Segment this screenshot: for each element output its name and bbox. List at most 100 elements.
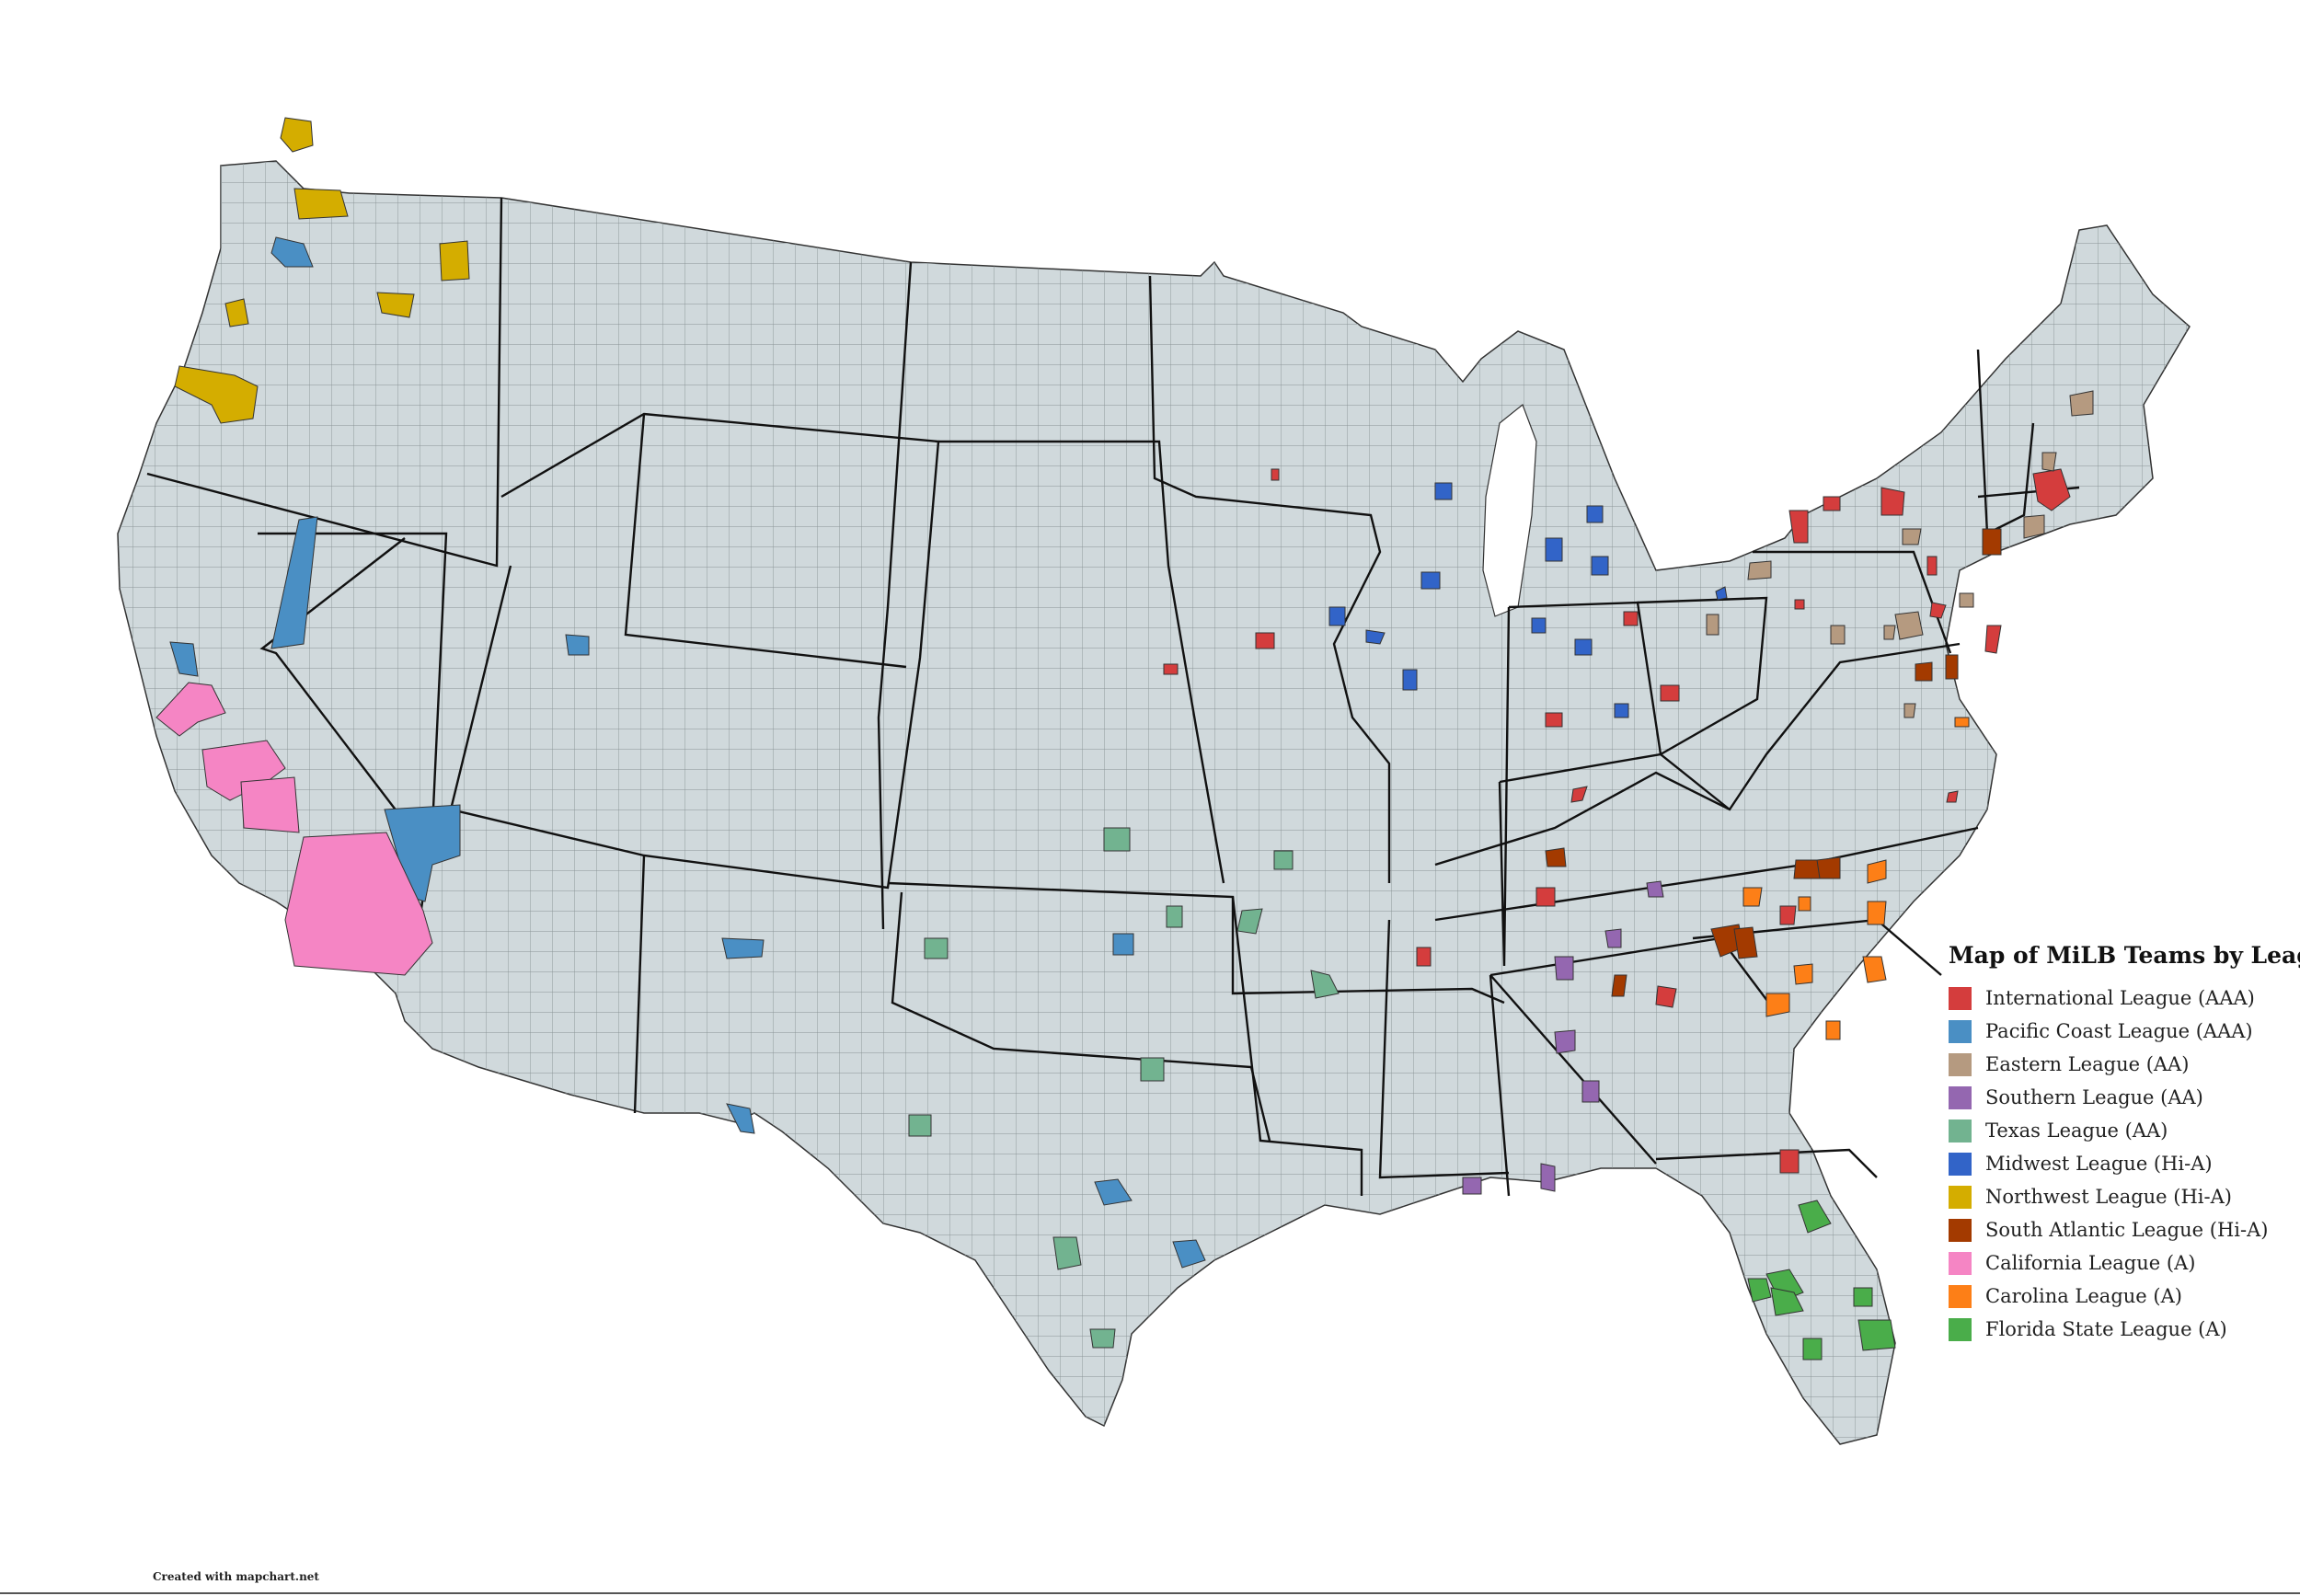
county-international-14 [1880,487,1905,516]
legend-swatch [1949,1185,1972,1209]
county-midwest-11 [1614,703,1629,718]
state-borders [146,197,2080,1197]
county-international-1 [1271,468,1280,481]
county-pacific-6 [721,937,765,959]
county-international-10 [1655,985,1677,1008]
county-carolina-4 [1867,901,1887,925]
county-eastern-2 [2041,452,2057,472]
county-southatl-2 [1915,661,1933,682]
county-carolina-2 [1742,887,1763,907]
county-northwest-4 [376,292,415,318]
county-southern-5 [1581,1080,1600,1103]
county-grid [118,161,2190,1444]
county-southatl-9 [1611,974,1627,997]
county-international-8 [1535,887,1556,907]
county-pacific-3 [169,641,199,677]
legend-label: Texas League (AA) [1985,1119,2168,1142]
county-eastern-5 [1747,560,1772,580]
county-international-9 [1416,947,1432,967]
county-eastern-6 [1706,614,1719,636]
county-carolina-9 [1954,717,1970,728]
county-midwest-9 [1531,617,1547,634]
county-texas-5 [924,937,949,959]
county-floridast-5 [1853,1287,1873,1307]
legend-swatch [1949,1218,1972,1242]
legend-item: Texas League (AA) [1949,1114,2289,1147]
county-texas-7 [1140,1057,1165,1082]
county-international-2 [1255,632,1275,649]
county-pacific-10 [1172,1239,1206,1269]
county-texas-3 [1166,905,1183,928]
county-california-4 [284,832,433,976]
legend-title: Map of MiLB Teams by League [1949,942,2300,969]
county-international-18 [2032,468,2071,511]
county-international-5 [1660,684,1680,702]
county-midwest-5 [1420,571,1441,590]
legend-label: Eastern League (AA) [1985,1053,2190,1075]
county-northwest-2 [293,188,349,220]
county-eastern-7 [1830,625,1846,645]
legend-item: Northwest League (Hi-A) [1949,1180,2289,1213]
county-midwest-12 [1715,586,1728,601]
county-carolina-5 [1793,963,1813,985]
county-international-16 [1929,602,1947,619]
county-international-17 [1984,625,2002,654]
county-pacific-2 [270,516,318,649]
legend-label: International League (AAA) [1985,987,2255,1009]
county-texas-9 [1052,1236,1082,1270]
county-southern-6 [1462,1177,1482,1195]
legend-label: Carolina League (A) [1985,1285,2182,1307]
county-international-3 [1163,663,1179,675]
map-credit: Created with mapchart.net [153,1570,319,1583]
county-southatl-1 [1982,528,2002,556]
county-southatl-4 [1545,847,1567,867]
county-southern-1 [1646,880,1664,898]
county-southern-2 [1604,928,1622,948]
county-midwest-6 [1328,606,1346,626]
county-carolina-1 [1867,859,1887,884]
legend-item: South Atlantic League (Hi-A) [1949,1213,2289,1246]
county-eastern-3 [2023,514,2045,539]
legend-item: Eastern League (AA) [1949,1048,2289,1081]
county-southern-4 [1554,1029,1576,1054]
county-pacific-4 [565,634,590,656]
county-eastern-8 [1894,611,1924,640]
county-floridast-3 [1770,1287,1804,1316]
county-midwest-2 [1586,505,1604,523]
legend-label: California League (A) [1985,1252,2196,1274]
legend-item: Florida State League (A) [1949,1313,2289,1346]
bottom-rule [0,1592,2300,1594]
county-international-20 [1946,790,1959,803]
county-eastern-1 [2069,390,2094,417]
county-eastern-4 [1902,528,1922,545]
county-midwest-7 [1365,629,1386,645]
legend-label: Southern League (AA) [1985,1086,2203,1108]
county-carolina-3 [1798,896,1811,912]
county-international-6 [1623,611,1639,626]
county-pacific-7 [1112,933,1134,956]
county-pacific-8 [726,1103,755,1134]
us-landmass [117,160,2191,1445]
county-texas-6 [1310,970,1340,999]
legend-item: Carolina League (A) [1949,1280,2289,1313]
county-midwest-10 [1574,638,1593,656]
county-pacific-9 [1094,1178,1133,1206]
legend-items: International League (AAA) Pacific Coast … [1949,982,2289,1346]
county-floridast-6 [1857,1319,1896,1351]
county-international-21 [1794,599,1805,610]
county-midwest-1 [1434,482,1453,500]
county-carolina-8 [1825,1020,1841,1040]
county-carolina-6 [1862,956,1887,983]
county-southern-3 [1554,956,1574,981]
county-california-3 [240,776,300,833]
county-midwest-4 [1591,556,1609,576]
legend-label: Midwest League (Hi-A) [1985,1153,2213,1175]
legend-swatch [1949,986,1972,1010]
county-texas-10 [1089,1328,1116,1349]
county-texas-4 [1236,908,1263,935]
legend-swatch [1949,1019,1972,1043]
county-texas-2 [1273,850,1294,870]
legend-label: Florida State League (A) [1985,1318,2227,1340]
legend-label: South Atlantic League (Hi-A) [1985,1219,2269,1241]
